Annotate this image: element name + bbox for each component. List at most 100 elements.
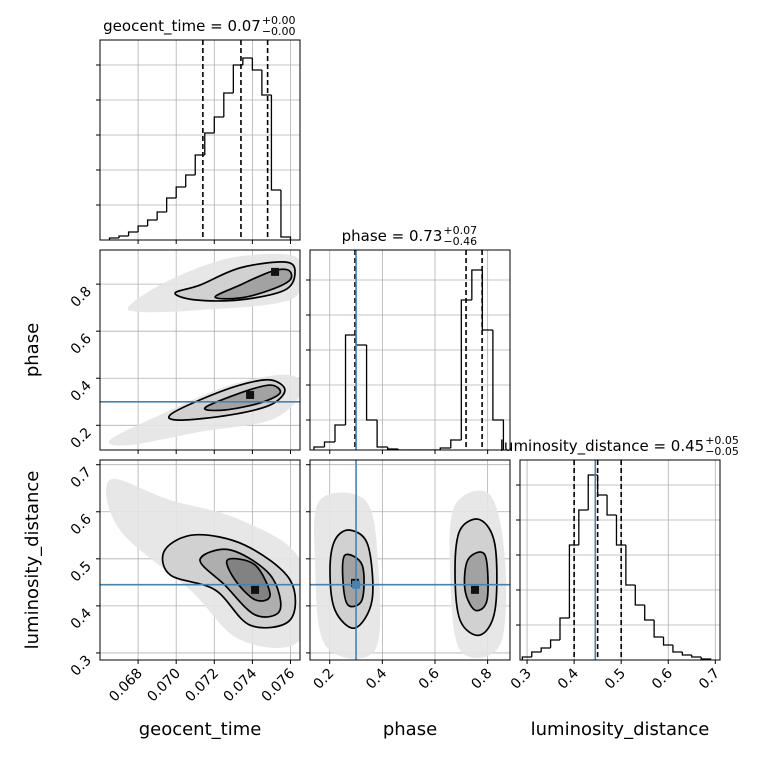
x-axis-label: phase <box>383 719 437 740</box>
histogram-step <box>251 58 262 71</box>
plot-area <box>520 460 720 660</box>
histogram-step <box>521 656 532 660</box>
x-axis-label: luminosity_distance <box>531 719 710 740</box>
histogram-step <box>108 237 120 240</box>
axes-frame <box>519 459 721 661</box>
x-tick-label: 0.2 <box>311 666 338 693</box>
plot-area <box>100 40 300 240</box>
histogram-step <box>397 449 409 450</box>
x-tick-label: 0.7 <box>696 666 723 693</box>
axes-frame <box>99 459 301 661</box>
title-lower-error: −0.00 <box>262 25 296 38</box>
chart-title: phase = 0.73 <box>342 227 443 245</box>
y-tick-label: 0.4 <box>68 605 95 632</box>
histogram-step <box>450 439 462 448</box>
histogram-step <box>691 655 702 658</box>
histogram-step <box>118 235 129 238</box>
histogram-step <box>634 585 645 606</box>
histogram-step <box>185 174 196 187</box>
histogram-step <box>166 197 177 212</box>
y-tick-label: 0.6 <box>68 331 95 358</box>
title-upper-error: +0.05 <box>705 434 739 447</box>
density-peak <box>471 585 479 594</box>
title-upper-error: +0.00 <box>262 14 296 27</box>
histogram-step <box>213 116 224 133</box>
panel: phase = 0.73 +0.07−0.46 <box>306 224 511 454</box>
histogram-step <box>559 617 570 640</box>
histogram-step <box>625 545 636 586</box>
plot-area <box>100 250 300 450</box>
axes-frame <box>309 459 511 661</box>
x-tick-label: 0.070 <box>144 666 184 706</box>
histogram-step <box>355 335 367 346</box>
histogram-step <box>460 299 472 440</box>
title-lower-error: −0.05 <box>705 445 739 458</box>
y-tick-label: 0.2 <box>68 425 95 452</box>
chart-title: luminosity_distance = 0.45 <box>500 437 704 456</box>
y-tick-label: 0.7 <box>68 464 95 491</box>
y-tick-label: 0.8 <box>68 284 95 311</box>
y-tick-label: 0.6 <box>68 511 95 538</box>
histogram-step <box>531 651 542 657</box>
histogram-step <box>242 57 253 65</box>
histogram-step <box>146 219 158 226</box>
axes-frame <box>99 249 301 451</box>
x-axis-label: geocent_time <box>139 719 262 740</box>
x-tick-label: 0.4 <box>555 665 582 692</box>
y-tick-label: 0.3 <box>68 652 95 679</box>
histogram-step <box>644 605 655 621</box>
histogram-step <box>365 345 378 421</box>
histogram-step <box>204 132 215 155</box>
plot-area <box>310 460 510 660</box>
plot-area <box>100 460 300 660</box>
x-tick-label: 0.072 <box>182 666 222 706</box>
histogram-step <box>175 186 186 198</box>
histogram-step <box>568 544 579 618</box>
y-axis-label: phase <box>22 323 43 377</box>
histogram-step <box>672 645 683 653</box>
histogram-step <box>662 637 673 646</box>
x-tick-label: 0.6 <box>416 665 443 692</box>
histogram-step <box>376 420 388 448</box>
title-lower-error: −0.46 <box>443 235 477 248</box>
histogram-step <box>334 424 346 442</box>
panel: 0.2 0.4 0.6 0.8 phase <box>306 459 511 740</box>
histogram-step <box>653 620 664 638</box>
histogram-step <box>606 495 617 516</box>
histogram-step <box>578 509 589 545</box>
density-peak <box>246 390 255 399</box>
x-tick-label: 0.5 <box>602 666 629 693</box>
histogram-step <box>439 447 451 450</box>
plot-area <box>310 250 510 450</box>
x-tick-label: 0.8 <box>468 666 495 693</box>
histogram-step <box>137 225 148 232</box>
histogram-step <box>540 647 551 652</box>
histogram-step <box>127 231 139 236</box>
histogram-step <box>156 211 167 220</box>
histogram-step <box>194 154 205 175</box>
density-peak <box>271 267 280 276</box>
x-tick-label: 0.076 <box>259 665 299 705</box>
y-tick-label: 0.4 <box>68 378 95 405</box>
chart-title: geocent_time = 0.07 <box>103 17 261 36</box>
y-axis-label: luminosity_distance <box>22 471 43 650</box>
histogram-step <box>323 441 335 447</box>
histogram-step <box>313 446 325 450</box>
histogram-step <box>471 269 483 300</box>
panel: 0.2 0.4 0.6 0.8 phase <box>22 249 301 454</box>
histogram-step <box>270 95 281 191</box>
histogram-step <box>587 474 598 510</box>
histogram-step <box>344 334 357 425</box>
x-tick-label: 0.068 <box>106 666 146 706</box>
histogram-step <box>681 652 692 656</box>
histogram-step <box>615 515 626 546</box>
contour <box>214 268 293 300</box>
axes-frame <box>99 39 301 241</box>
histogram-step <box>492 330 505 450</box>
title-upper-error: +0.07 <box>443 224 477 237</box>
contour <box>203 384 282 412</box>
x-tick-label: 0.6 <box>649 665 676 692</box>
